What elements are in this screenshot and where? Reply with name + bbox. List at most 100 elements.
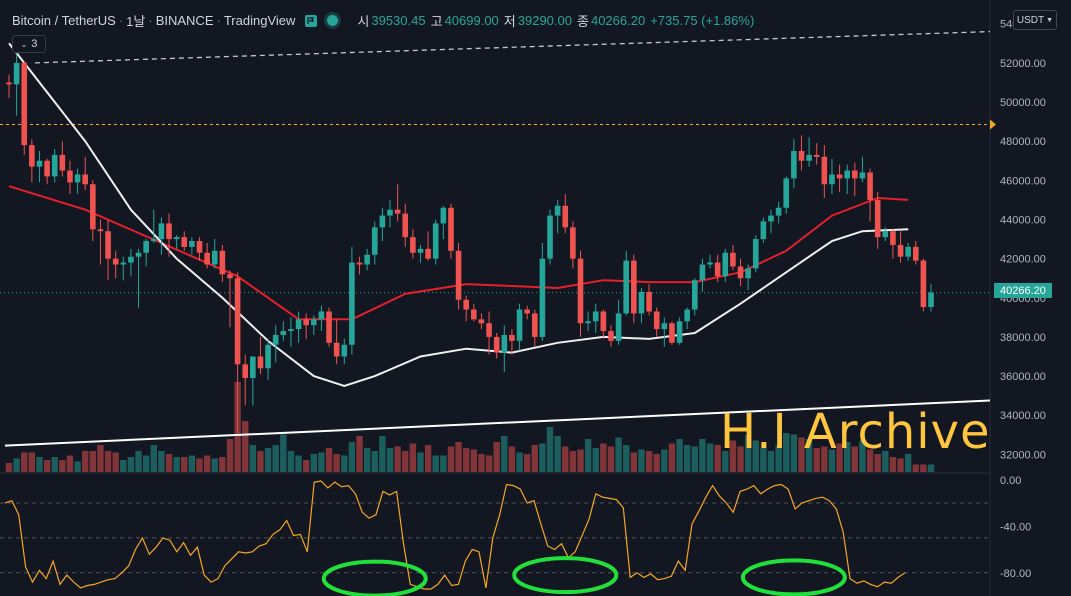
volume-bar xyxy=(142,455,150,472)
candlesticks xyxy=(6,51,934,433)
volume-bar xyxy=(851,446,859,472)
volume-bar xyxy=(714,445,721,472)
candle-body xyxy=(592,311,599,322)
candle-body xyxy=(6,82,12,85)
indicators-count: 3 xyxy=(31,38,38,50)
volume-bar xyxy=(356,436,363,472)
volume-bar xyxy=(43,460,51,472)
volume-bar xyxy=(623,445,630,472)
market-status-icon xyxy=(327,15,339,26)
candle-body xyxy=(97,229,104,232)
chart-grid xyxy=(0,0,991,596)
price-axis: 54000.0052000.0050000.0048000.0046000.00… xyxy=(1000,19,1046,462)
volume-bar xyxy=(859,440,866,472)
candle-body xyxy=(143,241,149,253)
flag-icon[interactable] xyxy=(305,14,318,27)
candle-body xyxy=(524,309,530,314)
osc-tick-label: -40.00 xyxy=(1000,521,1031,533)
candle-body xyxy=(676,321,683,343)
volume-bar xyxy=(249,445,257,472)
candle-body xyxy=(280,331,287,335)
volume-bar xyxy=(760,448,767,472)
interval-label[interactable]: 1날 xyxy=(126,14,146,29)
price-tick-label: 34000.00 xyxy=(1000,410,1046,422)
symbol-name[interactable]: Bitcoin / TetherUS xyxy=(12,13,116,28)
volume-bar xyxy=(325,448,333,472)
volume-bar xyxy=(752,440,759,472)
volume-bar xyxy=(874,454,881,472)
currency-selector[interactable]: USDT ▼ xyxy=(1013,10,1057,30)
candle-body xyxy=(509,334,515,341)
candle-body xyxy=(356,262,363,265)
volume-bar xyxy=(744,434,752,472)
volume-bar xyxy=(508,446,516,472)
last-price-badge: 40266.20 xyxy=(994,283,1052,298)
volume-bar xyxy=(539,443,546,472)
volume-bar xyxy=(173,457,180,472)
volume-bar xyxy=(501,436,508,472)
indicators-toggle-button[interactable]: ⌄ 3 xyxy=(12,35,46,53)
volume-bar xyxy=(783,433,790,472)
candle-body xyxy=(707,262,713,265)
volume-bar xyxy=(653,454,660,472)
volume-bar xyxy=(615,437,622,472)
candle-body xyxy=(623,260,630,314)
volume-bar xyxy=(645,451,653,472)
candle-body xyxy=(120,262,127,265)
volume-bar xyxy=(470,449,478,472)
open-label: 시 xyxy=(357,14,370,29)
candle-body xyxy=(821,156,828,185)
candle-body xyxy=(836,174,843,179)
volume-bar xyxy=(531,445,538,472)
price-tick-label: 50000.00 xyxy=(1000,97,1046,109)
candle-body xyxy=(59,154,66,171)
volume-bar xyxy=(630,452,638,472)
volume-bar xyxy=(790,434,798,472)
price-tick-label: 42000.00 xyxy=(1000,254,1046,266)
volume-bar xyxy=(417,452,424,472)
candle-body xyxy=(791,150,797,179)
volume-bar xyxy=(66,455,74,472)
volume-bar xyxy=(226,439,234,472)
volume-bar xyxy=(89,451,97,472)
lower-trendline xyxy=(4,399,991,447)
candle-body xyxy=(295,319,302,330)
candle-body xyxy=(493,336,500,353)
volume-bar xyxy=(485,455,493,472)
candle-body xyxy=(303,319,309,326)
candle-body xyxy=(890,231,896,245)
candle-body xyxy=(752,239,759,269)
volume-bar xyxy=(394,446,401,472)
volume-bar xyxy=(836,443,843,472)
price-tick-label: 32000.00 xyxy=(1000,449,1046,461)
candle-body xyxy=(577,258,584,324)
candle-body xyxy=(501,334,508,353)
volume-bar xyxy=(97,445,104,472)
candle-body xyxy=(394,209,401,214)
volume-bar xyxy=(59,460,66,472)
volume-bar xyxy=(775,445,782,472)
volume-bar xyxy=(600,443,607,472)
volume-bar xyxy=(592,448,599,472)
candle-body xyxy=(234,278,241,365)
volume-bar xyxy=(478,454,485,472)
volume-bar xyxy=(463,448,470,472)
price-tick-label: 46000.00 xyxy=(1000,175,1046,187)
close-value: 40266.20 xyxy=(590,13,646,28)
volume-bar xyxy=(120,460,127,472)
candle-body xyxy=(852,170,858,179)
legend-separator: · xyxy=(118,13,124,28)
osc-tick-label: 0.00 xyxy=(1000,475,1021,487)
volume-bar xyxy=(638,449,645,472)
candle-body xyxy=(173,237,180,240)
volume-bar xyxy=(691,446,698,472)
candle-body xyxy=(425,248,431,259)
volume-bar xyxy=(257,451,264,472)
candle-body xyxy=(333,342,340,357)
candle-body xyxy=(608,331,614,341)
volume-bar xyxy=(21,452,28,472)
volume-bar xyxy=(5,463,13,472)
candle-body xyxy=(21,62,28,146)
volume-bar xyxy=(135,451,142,472)
